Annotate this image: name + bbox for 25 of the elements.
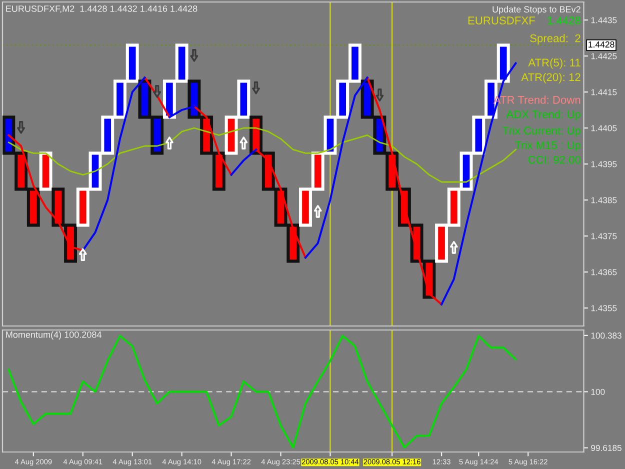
annotation: Trix M15 : Up <box>514 141 580 152</box>
annotation: CCI: 92.00 <box>528 156 580 164</box>
chart-title: EURUSDFXF,M2 1.4428 1.4432 1.4416 1.4428 <box>6 5 198 13</box>
annotation: Update Stops to BEv2 <box>492 6 580 14</box>
annotation: 1.4428 <box>548 16 580 24</box>
annotation: ADX Trend: Up <box>506 110 580 121</box>
y-tick-label: 1.4425 <box>591 53 617 60</box>
annotation: Spread: 2 <box>530 34 580 44</box>
y-tick-label: 1.4405 <box>591 125 617 132</box>
annotation: ATR(20): 12 <box>521 72 580 84</box>
y-tick-label: 100 <box>591 388 605 395</box>
y-tick-label: 100.383 <box>591 332 622 339</box>
y-tick-label: 1.4385 <box>591 197 617 204</box>
annotation: ATR(5): 11 <box>528 58 580 69</box>
annotation: EURUSDFXF <box>468 16 535 24</box>
annotation: Trix Current: Up <box>502 126 580 137</box>
y-tick-label: 99.6185 <box>591 444 622 452</box>
ref-line-label: 1.4428 <box>588 41 614 48</box>
chart-title: Momentum(4) 100.2084 <box>6 331 102 340</box>
y-tick-label: 1.4365 <box>591 269 617 276</box>
y-tick-label: 1.4415 <box>591 89 617 96</box>
y-tick-label: 1.4375 <box>591 233 617 240</box>
y-tick-label: 1.4355 <box>591 305 617 312</box>
y-tick-label: 1.4395 <box>591 161 617 168</box>
y-tick-label: 1.4435 <box>591 17 617 24</box>
